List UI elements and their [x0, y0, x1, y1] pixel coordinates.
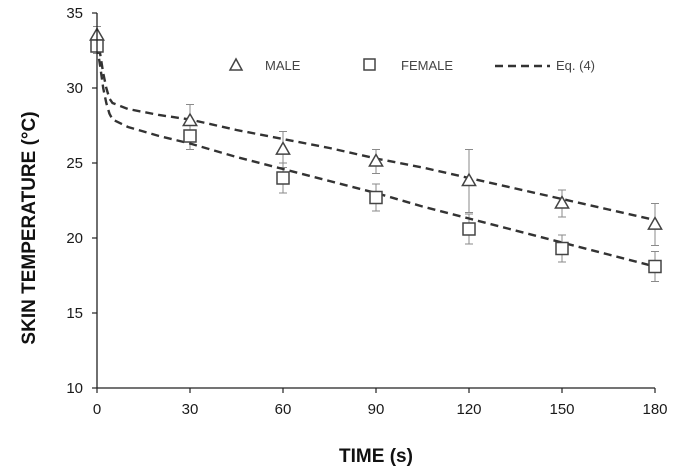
tick-labels: 10 15 20 25 30 35 0 30 60 90 120 150 180	[66, 5, 667, 418]
fit-line-eq4	[95, 35, 656, 222]
fit-line-eq4	[95, 45, 656, 268]
male-marker	[275, 140, 291, 155]
male-marker	[368, 152, 384, 167]
y-tick-label: 10	[66, 380, 83, 397]
y-axis-title: SKIN TEMPERATURE (°C)	[19, 111, 40, 344]
fit-lines	[95, 35, 656, 268]
x-tick-label: 150	[549, 401, 574, 418]
legend-eq-label: Eq. (4)	[556, 58, 595, 73]
female-marker	[648, 259, 662, 274]
x-tick-label: 90	[368, 401, 385, 418]
male-marker	[647, 215, 663, 230]
legend-male-marker	[228, 57, 244, 71]
y-tick-label: 15	[66, 305, 83, 322]
y-tick-label: 25	[66, 155, 83, 172]
x-tick-label: 180	[642, 401, 667, 418]
female-marker	[555, 241, 569, 256]
x-tick-label: 120	[456, 401, 481, 418]
male-marker	[461, 172, 477, 187]
legend-female-label: FEMALE	[401, 58, 453, 73]
x-tick-label: 60	[275, 401, 292, 418]
female-marker	[183, 129, 197, 143]
legend: MALE FEMALE Eq. (4)	[228, 57, 595, 73]
x-tick-label: 0	[93, 401, 101, 418]
y-tick-label: 30	[66, 80, 83, 97]
y-tick-label: 35	[66, 5, 83, 22]
legend-female-marker	[363, 58, 376, 71]
legend-male-label: MALE	[265, 58, 301, 73]
female-marker	[369, 190, 383, 205]
x-axis-title: TIME (s)	[339, 446, 413, 467]
male-marker	[181, 112, 199, 127]
axes	[92, 12, 656, 393]
female-marker	[276, 171, 290, 185]
x-tick-label: 30	[182, 401, 199, 418]
male-marker	[554, 194, 570, 209]
female-marker	[462, 222, 476, 236]
y-tick-label: 20	[66, 230, 83, 247]
